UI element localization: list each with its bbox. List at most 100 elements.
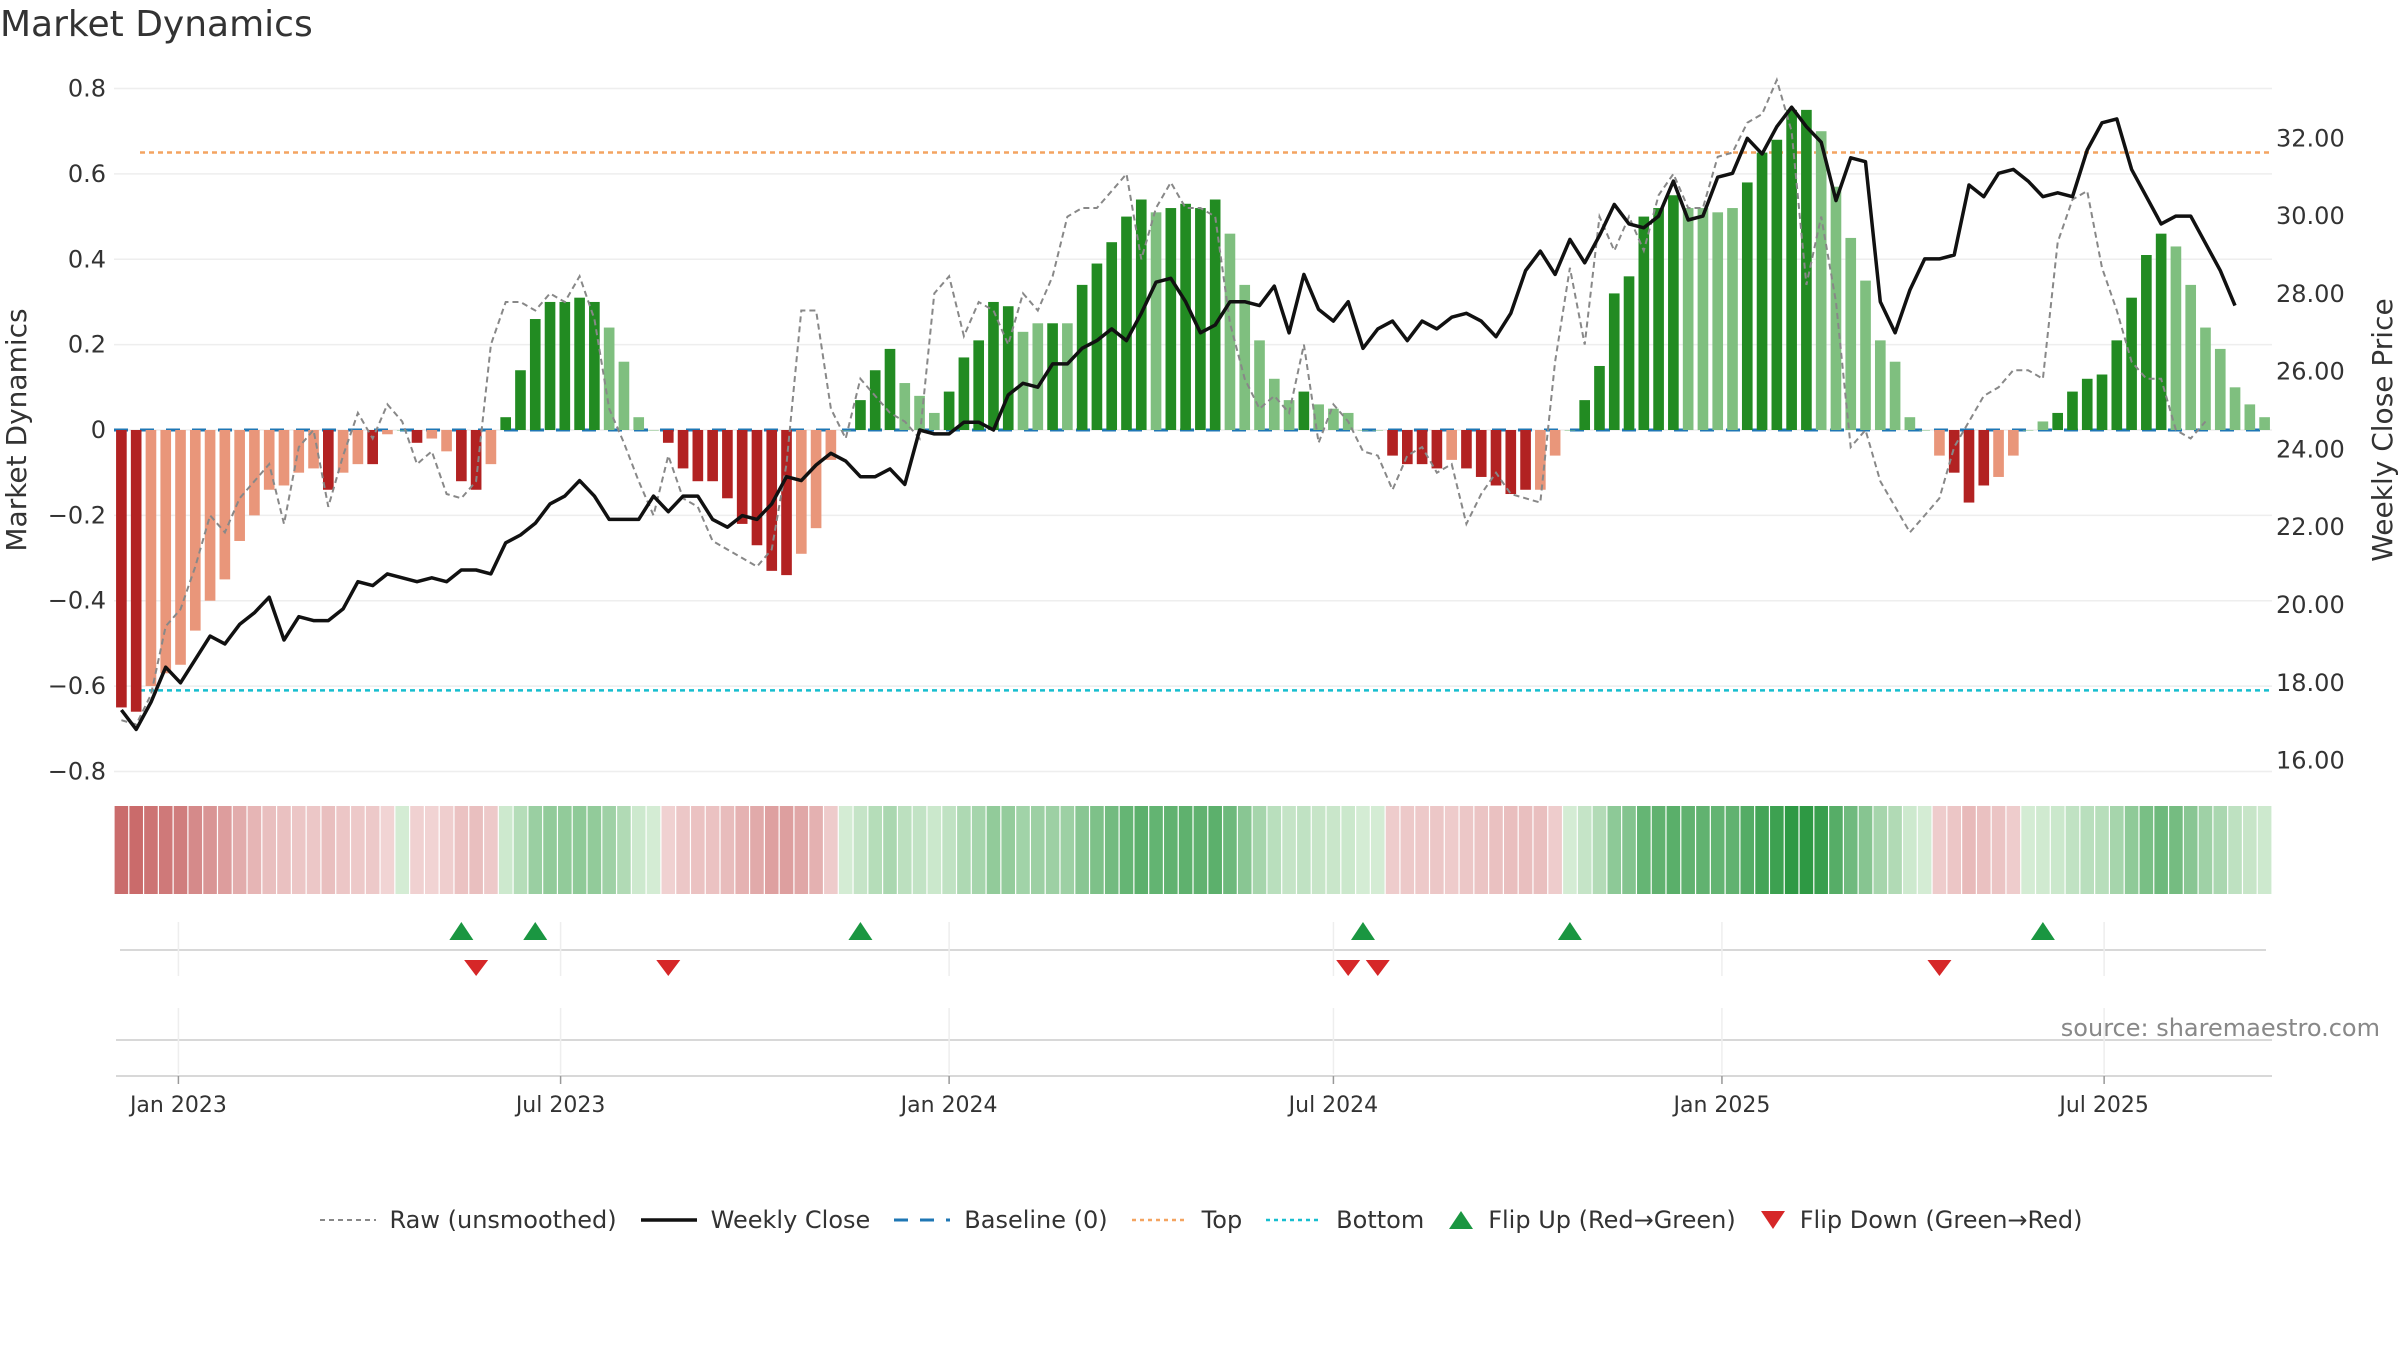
strip-cell (720, 806, 735, 894)
dynamics-bar (869, 370, 881, 430)
dynamics-bar (1638, 216, 1650, 430)
dynamics-bar (589, 301, 600, 430)
legend-label: Baseline (0) (964, 1206, 1108, 1234)
dynamics-bar (367, 430, 378, 465)
dynamics-bar (736, 430, 748, 524)
dynamics-bar (1490, 430, 1502, 486)
y2-tick-label: 22.00 (2276, 513, 2345, 541)
dynamics-bar (160, 430, 172, 674)
dynamics-bar (899, 383, 911, 430)
strip-cell (232, 806, 247, 894)
dynamics-bar (855, 400, 866, 430)
strip-cell (1252, 806, 1267, 894)
dynamics-bar (1594, 365, 1605, 430)
strip-cell (912, 806, 927, 894)
dynamics-bar (1904, 417, 1916, 430)
strip-cell (129, 806, 143, 894)
dynamics-bar (1461, 430, 1472, 469)
legend-label: Bottom (1336, 1206, 1425, 1234)
strip-cell (1415, 806, 1429, 894)
y-axis-title: Market Dynamics (0, 308, 33, 551)
y2-tick-label: 32.00 (2276, 124, 2345, 152)
strip-cell (1843, 806, 1858, 894)
dynamics-bar (130, 430, 142, 712)
dynamics-bar (1801, 109, 1812, 430)
dynamics-bar (1608, 293, 1620, 430)
dynamics-bar (1475, 430, 1487, 477)
strip-cell (1223, 806, 1237, 894)
legend-label: Flip Down (Green→Red) (1799, 1206, 2083, 1234)
legend-item-close: Weekly Close (639, 1206, 870, 1234)
dynamics-bar (1978, 430, 1990, 486)
dynamics-bars (116, 109, 2270, 712)
y-tick-label: 0.6 (68, 160, 106, 188)
strip-cell (1267, 806, 1282, 894)
dynamics-bar (441, 430, 452, 452)
strip-cell (868, 806, 883, 894)
dynamics-bar (751, 430, 763, 546)
dynamics-bar (1741, 182, 1753, 430)
strip-cell (705, 806, 720, 894)
dynamics-bar (323, 430, 334, 490)
y-tick-label: 0 (91, 416, 106, 444)
strip-cell (1917, 806, 1932, 894)
dynamics-bar (2008, 430, 2019, 456)
reference-lines (114, 151, 2272, 692)
strip-cell (380, 806, 395, 894)
dynamics-bar (1239, 284, 1251, 430)
strip-cell (2198, 806, 2213, 894)
strip-cell (779, 806, 794, 894)
dynamics-bar (278, 430, 290, 486)
strip-cell (1725, 806, 1740, 894)
strip-cell (661, 806, 676, 894)
strip-cell (1149, 806, 1163, 894)
dynamics-bar (973, 340, 984, 430)
strip-cell (1341, 806, 1355, 894)
dynamics-bar (249, 430, 260, 516)
strip-cell (2080, 806, 2095, 894)
dynamics-bar (175, 430, 186, 665)
axes: 0.8 0.6 0.4 0.2 0 −0.2 −0.4 −0.6 −0.8 32.00 30.00 2… (0, 75, 2399, 786)
dynamics-bar (781, 430, 792, 576)
strip-cell (1356, 806, 1370, 894)
legend-label: Raw (unsmoothed) (389, 1206, 617, 1234)
dynamics-bar (559, 301, 571, 430)
strip-cell (558, 806, 572, 894)
strip-cell (513, 806, 528, 894)
strip-cell (2095, 806, 2109, 894)
flip-markers-panel (120, 922, 2266, 976)
strip-cell (2065, 806, 2080, 894)
dynamics-bar (1402, 430, 1413, 465)
strip-cell (2154, 806, 2168, 894)
dynamics-bar (1106, 242, 1118, 430)
dynamics-bar (707, 430, 718, 482)
y-tick-label: −0.2 (48, 501, 106, 529)
dynamics-bar (219, 430, 231, 580)
dynamics-bar (1032, 323, 1044, 430)
strip-cell (1385, 806, 1400, 894)
dynamics-bar (382, 430, 393, 435)
strip-cell (1681, 806, 1695, 894)
strip-cell (1311, 806, 1326, 894)
dynamics-bar (1298, 391, 1310, 430)
strip-cell (1991, 806, 2006, 894)
flip-down-marker (464, 960, 489, 976)
strip-cell (1710, 806, 1725, 894)
dynamics-bar (603, 327, 615, 430)
strip-cell (971, 806, 986, 894)
strip-cell (484, 806, 498, 894)
dynamics-bar (2126, 297, 2137, 430)
strip-cell (897, 806, 912, 894)
strip-cell (631, 806, 646, 894)
strip-cell (173, 806, 188, 894)
strip-cell (1489, 806, 1503, 894)
dynamics-bar (1682, 208, 1694, 430)
strip-cell (1932, 806, 1947, 894)
y-tick-label: 0.8 (68, 75, 106, 103)
dynamics-bar (2111, 340, 2123, 430)
dynamics-bar (1357, 430, 1369, 431)
strip-cell (1370, 806, 1385, 894)
dynamics-bar (352, 430, 364, 465)
strip-cell (1444, 806, 1459, 894)
y-tick-label: 0.4 (68, 245, 106, 273)
